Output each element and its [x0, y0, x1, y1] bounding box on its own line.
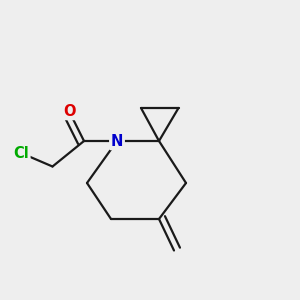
- Text: Cl: Cl: [13, 146, 29, 160]
- Text: O: O: [63, 103, 75, 118]
- Text: N: N: [111, 134, 123, 148]
